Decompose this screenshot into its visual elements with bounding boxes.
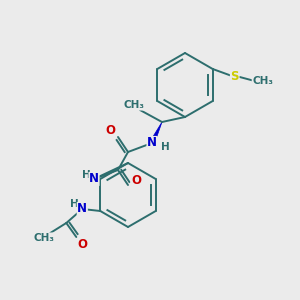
- Polygon shape: [150, 122, 162, 144]
- Text: H: H: [70, 199, 79, 209]
- Text: N: N: [77, 202, 87, 215]
- Text: H: H: [82, 170, 90, 180]
- Text: CH₃: CH₃: [124, 100, 145, 110]
- Text: N: N: [147, 136, 157, 149]
- Text: S: S: [230, 70, 239, 83]
- Text: O: O: [105, 124, 115, 136]
- Text: H: H: [160, 142, 169, 152]
- Text: CH₃: CH₃: [252, 76, 273, 86]
- Text: O: O: [131, 173, 141, 187]
- Text: N: N: [89, 172, 99, 185]
- Text: CH₃: CH₃: [34, 233, 55, 243]
- Text: O: O: [77, 238, 87, 251]
